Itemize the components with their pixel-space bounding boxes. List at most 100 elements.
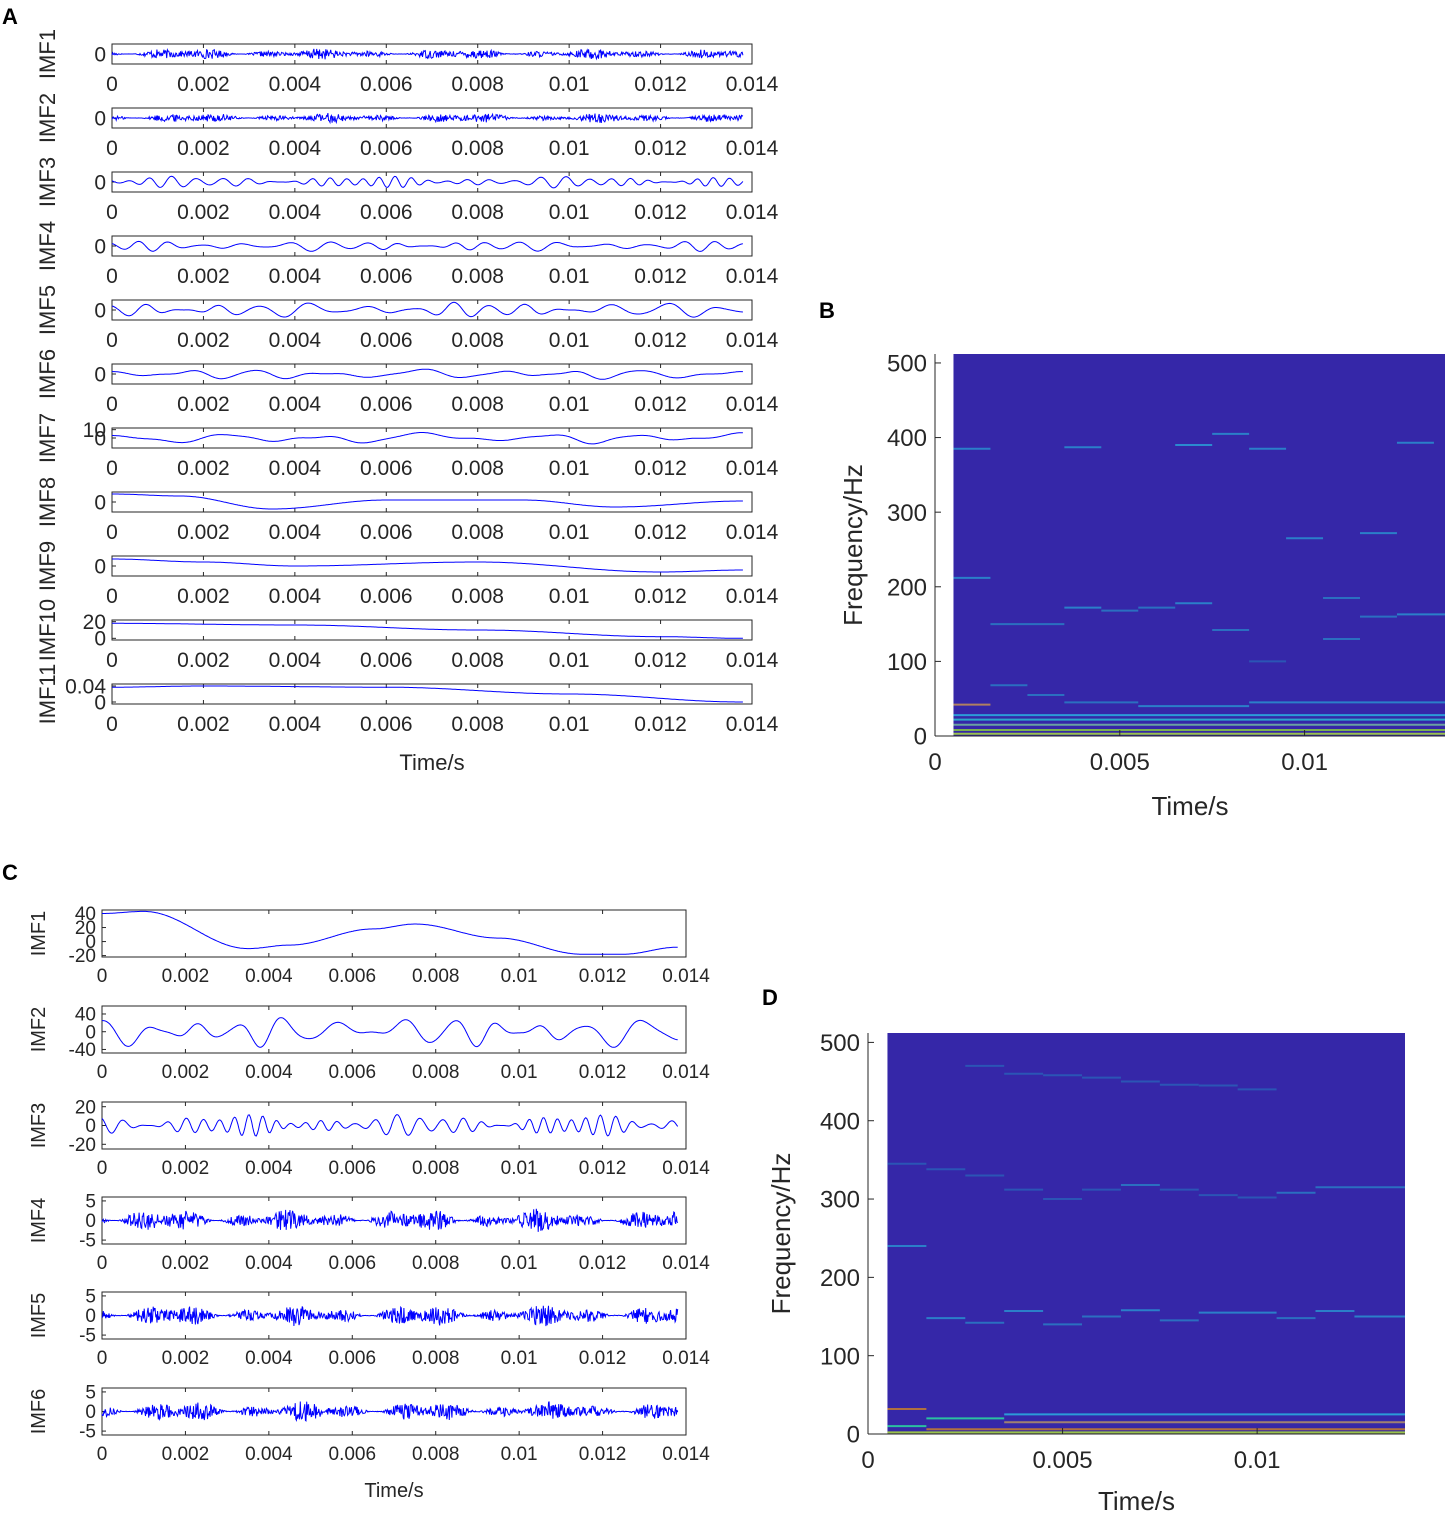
x-tick-label: 0.008 — [451, 585, 504, 608]
x-tick-label: 0.012 — [579, 1253, 627, 1274]
plot-frame — [111, 683, 753, 705]
y-axis-label: IMF5 — [35, 285, 60, 335]
x-tick-label: 0.006 — [360, 521, 413, 544]
x-tick-label: 0.008 — [412, 1158, 460, 1179]
x-tick-label: 0.006 — [329, 1253, 377, 1274]
x-tick-label: 0.002 — [162, 1348, 210, 1369]
x-tick-label: 0.004 — [245, 1348, 293, 1369]
x-tick-label: 0 — [106, 329, 118, 352]
x-tick-label: 0 — [97, 1444, 108, 1465]
x-tick-label: 0 — [106, 649, 118, 672]
subplot-imf3: 0 0.002 0.004 0.006 0.008 0.01 0.012 0.014200-2… — [28, 1097, 710, 1179]
y-tick-label: 0 — [94, 491, 106, 514]
x-tick-label: 0 — [97, 1348, 108, 1369]
y-tick-label: 0 — [85, 932, 96, 953]
series-line-imf6 — [111, 368, 743, 380]
y-tick-label: -5 — [79, 1326, 96, 1347]
y-tick-label: 10 — [83, 419, 106, 442]
x-tick-label: 0.004 — [245, 1444, 293, 1465]
y-axis-label: IMF2 — [35, 93, 60, 143]
x-tick-label: 0 — [106, 137, 118, 160]
series-line-imf1 — [111, 47, 744, 61]
plot-frame — [101, 909, 687, 958]
x-tick-label: 0.006 — [360, 329, 413, 352]
x-tick-label: 0.014 — [726, 521, 779, 544]
series-line-imf11 — [112, 685, 743, 703]
x-tick-label: 0.014 — [726, 649, 779, 672]
y-tick-label: -5 — [79, 1422, 96, 1443]
x-tick-label: 0.004 — [269, 73, 322, 96]
y-axis-label: IMF1 — [28, 911, 50, 957]
subplot-imf7: 0 0.002 0.004 0.006 0.008 0.01 0.012 0.014 100 IM… — [35, 413, 779, 480]
subplot-imf6: 0 0.002 0.004 0.006 0.008 0.01 0.012 0.01450-5I… — [28, 1383, 710, 1465]
y-tick-label: 300 — [887, 500, 927, 527]
plot-frame — [101, 1005, 687, 1054]
y-tick-label: 100 — [887, 649, 927, 676]
x-tick-label: 0.002 — [177, 521, 230, 544]
x-tick-label: 0.002 — [177, 457, 230, 480]
x-tick-label: 0.002 — [162, 1158, 210, 1179]
x-tick-label: 0.006 — [360, 137, 413, 160]
x-tick-label: 0.004 — [269, 393, 322, 416]
y-axis-label: IMF2 — [28, 1007, 50, 1053]
x-tick-label: 0.004 — [269, 713, 322, 736]
x-tick-label: 0.01 — [1281, 749, 1328, 776]
subplot-imf4: 0 0.002 0.004 0.006 0.008 0.01 0.012 0.01450-5I… — [28, 1192, 710, 1274]
x-tick-label: 0.006 — [329, 1062, 377, 1083]
y-tick-label: 0 — [85, 1306, 96, 1327]
x-tick-label: 0.008 — [412, 1348, 460, 1369]
x-tick-label: 0.014 — [726, 713, 779, 736]
x-tick-label: 0.004 — [245, 1158, 293, 1179]
y-tick-label: -20 — [69, 946, 96, 967]
x-tick-label: 0.002 — [177, 713, 230, 736]
subplot-imf1: 0 0.002 0.004 0.006 0.008 0.01 0.012 0.01440200… — [28, 904, 710, 987]
x-tick-label: 0.002 — [177, 393, 230, 416]
x-tick-label: 0.014 — [662, 1348, 710, 1369]
spectrum-background — [887, 1033, 1405, 1434]
y-tick-label: 20 — [75, 1097, 96, 1118]
y-tick-label: 0.04 — [65, 675, 106, 698]
x-tick-label: 0.01 — [549, 265, 590, 288]
x-tick-label: 0.008 — [412, 966, 460, 987]
panel-label-d: D — [762, 985, 778, 1010]
x-tick-label: 0.002 — [177, 265, 230, 288]
x-tick-label: 0.014 — [662, 1253, 710, 1274]
y-tick-label: 0 — [94, 555, 106, 578]
y-tick-label: 100 — [820, 1343, 860, 1370]
y-tick-label: 40 — [75, 1005, 96, 1026]
y-tick-label: 400 — [887, 425, 927, 452]
subplot-imf6: 0 0.002 0.004 0.006 0.008 0.01 0.012 0.014 0 IMF6 — [35, 349, 779, 416]
spectrum-background — [953, 354, 1445, 736]
series-line-imf6 — [101, 1401, 679, 1423]
x-tick-label: 0.002 — [177, 137, 230, 160]
series-line-imf2 — [102, 1017, 678, 1048]
x-tick-label: 0.01 — [549, 521, 590, 544]
x-tick-label: 0.01 — [549, 137, 590, 160]
heatmap-panel: 0 0.005 0.01 0 100 200 300 400 500 Frequency/Hz Ti… — [766, 1030, 1405, 1516]
y-tick-label: 0 — [94, 691, 106, 714]
x-tick-label: 0.006 — [360, 393, 413, 416]
y-tick-label: 0 — [85, 1211, 96, 1232]
x-tick-label: 0.012 — [579, 1444, 627, 1465]
x-tick-label: 0.008 — [451, 521, 504, 544]
x-tick-label: 0.012 — [579, 1062, 627, 1083]
x-axis-label: Time/s — [364, 1480, 423, 1502]
x-tick-label: 0 — [106, 201, 118, 224]
x-tick-label: 0.01 — [501, 1348, 538, 1369]
x-tick-label: 0.014 — [726, 137, 779, 160]
x-tick-label: 0.01 — [549, 73, 590, 96]
x-tick-label: 0.006 — [329, 966, 377, 987]
x-tick-label: 0.002 — [177, 73, 230, 96]
x-tick-label: 0.012 — [579, 1158, 627, 1179]
y-tick-label: 500 — [820, 1030, 860, 1057]
x-tick-label: 0.006 — [360, 201, 413, 224]
y-tick-label: 0 — [94, 363, 106, 386]
x-tick-label: 0.004 — [269, 457, 322, 480]
heatmap-panel: 0 0.005 0.01 0 100 200 300 400 500 Frequency/Hz Ti… — [838, 351, 1445, 821]
series-line-imf5 — [101, 1305, 679, 1327]
x-tick-label: 0.002 — [177, 585, 230, 608]
x-tick-label: 0.014 — [726, 585, 779, 608]
subplot-imf5: 0 0.002 0.004 0.006 0.008 0.01 0.012 0.014 0 IMF5 — [35, 285, 779, 352]
x-tick-label: 0.006 — [360, 585, 413, 608]
